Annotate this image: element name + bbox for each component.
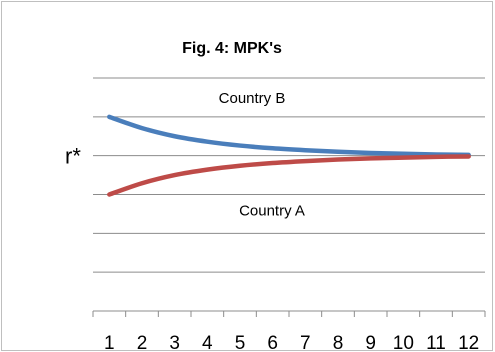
series-label: Country A	[239, 202, 305, 219]
x-tick-label: 8	[333, 333, 344, 352]
x-tick-label: 2	[137, 333, 148, 352]
x-tick-label: 6	[267, 333, 278, 352]
x-tick-label: 5	[235, 333, 246, 352]
x-tick-label: 10	[393, 333, 414, 352]
x-tick-label: 1	[104, 333, 115, 352]
x-tick-label: 4	[202, 333, 213, 352]
series-line	[107, 114, 471, 158]
series-label: Country B	[219, 90, 286, 107]
x-tick-label: 7	[300, 333, 311, 352]
chart-title: Fig. 4: MPK's	[182, 40, 282, 57]
x-tick-label: 9	[365, 333, 376, 352]
x-tick-label: 3	[169, 333, 180, 352]
x-tick-label: 12	[458, 333, 479, 352]
x-tick-label: 11	[426, 333, 446, 352]
series-line	[107, 154, 471, 197]
r-star-label: r*	[65, 144, 81, 169]
